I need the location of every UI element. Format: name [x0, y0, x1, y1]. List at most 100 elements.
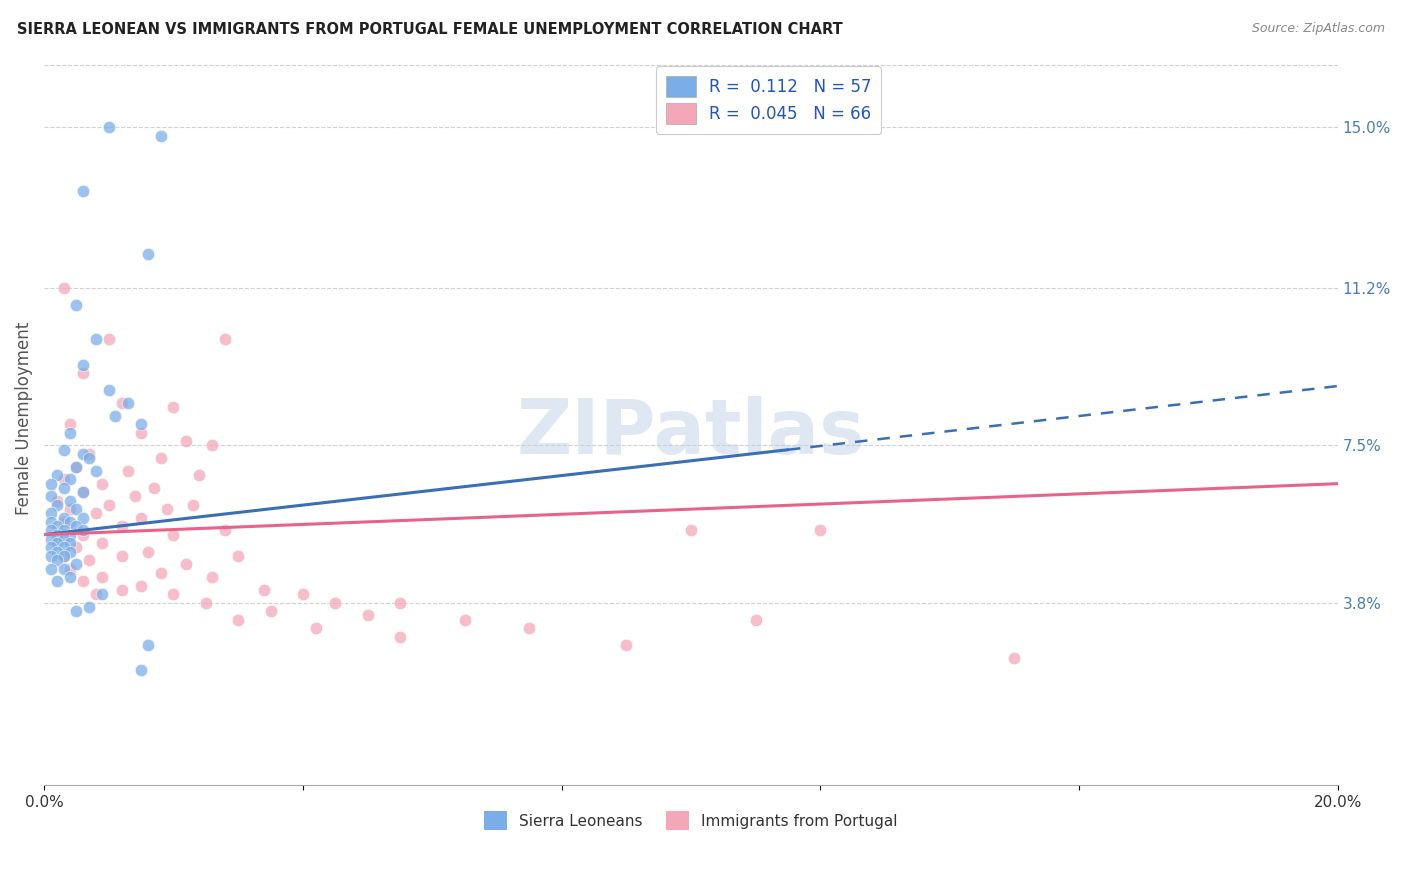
Point — [453, 613, 475, 627]
Point — [97, 120, 120, 134]
Point — [136, 247, 159, 261]
Point — [614, 638, 637, 652]
Point — [59, 417, 82, 432]
Point — [84, 507, 107, 521]
Point — [79, 451, 101, 466]
Point — [91, 536, 114, 550]
Point — [97, 384, 120, 398]
Point — [214, 524, 236, 538]
Point — [79, 553, 101, 567]
Point — [388, 630, 411, 644]
Point — [79, 447, 101, 461]
Point — [39, 490, 62, 504]
Point — [291, 587, 314, 601]
Point — [117, 464, 139, 478]
Point — [124, 490, 146, 504]
Legend: Sierra Leoneans, Immigrants from Portugal: Sierra Leoneans, Immigrants from Portuga… — [478, 805, 904, 836]
Point — [111, 549, 134, 563]
Text: Source: ZipAtlas.com: Source: ZipAtlas.com — [1251, 22, 1385, 36]
Point — [84, 587, 107, 601]
Point — [72, 524, 94, 538]
Point — [52, 515, 75, 529]
Point — [136, 638, 159, 652]
Point — [65, 298, 87, 312]
Point — [176, 434, 198, 449]
Y-axis label: Female Unemployment: Female Unemployment — [15, 321, 32, 515]
Point — [65, 459, 87, 474]
Point — [59, 527, 82, 541]
Point — [323, 596, 346, 610]
Point — [214, 332, 236, 346]
Point — [72, 358, 94, 372]
Point — [181, 498, 204, 512]
Point — [46, 553, 69, 567]
Point — [39, 507, 62, 521]
Point — [65, 459, 87, 474]
Point — [52, 472, 75, 486]
Point — [52, 532, 75, 546]
Point — [46, 468, 69, 483]
Point — [72, 527, 94, 541]
Point — [52, 549, 75, 563]
Point — [259, 604, 281, 618]
Point — [72, 485, 94, 500]
Point — [46, 527, 69, 541]
Point — [59, 472, 82, 486]
Point — [72, 367, 94, 381]
Point — [129, 664, 152, 678]
Point — [52, 524, 75, 538]
Point — [129, 578, 152, 592]
Point — [39, 476, 62, 491]
Point — [65, 604, 87, 618]
Point — [111, 519, 134, 533]
Point — [59, 425, 82, 440]
Point — [59, 570, 82, 584]
Point — [59, 561, 82, 575]
Point — [65, 541, 87, 555]
Point — [97, 498, 120, 512]
Point — [136, 544, 159, 558]
Point — [72, 184, 94, 198]
Point — [72, 574, 94, 589]
Point — [52, 481, 75, 495]
Point — [39, 524, 62, 538]
Point — [46, 574, 69, 589]
Point — [253, 582, 276, 597]
Point — [46, 536, 69, 550]
Point — [39, 549, 62, 563]
Point — [226, 549, 249, 563]
Point — [46, 498, 69, 512]
Text: SIERRA LEONEAN VS IMMIGRANTS FROM PORTUGAL FEMALE UNEMPLOYMENT CORRELATION CHART: SIERRA LEONEAN VS IMMIGRANTS FROM PORTUG… — [17, 22, 842, 37]
Point — [388, 596, 411, 610]
Point — [52, 549, 75, 563]
Point — [46, 544, 69, 558]
Point — [59, 544, 82, 558]
Point — [59, 502, 82, 516]
Point — [188, 468, 211, 483]
Point — [201, 438, 224, 452]
Point — [39, 541, 62, 555]
Point — [72, 510, 94, 524]
Point — [808, 524, 831, 538]
Point — [679, 524, 702, 538]
Point — [162, 401, 184, 415]
Point — [143, 481, 166, 495]
Point — [52, 442, 75, 457]
Point — [104, 409, 127, 423]
Point — [65, 502, 87, 516]
Point — [517, 621, 540, 635]
Point — [91, 570, 114, 584]
Point — [149, 451, 172, 466]
Point — [52, 510, 75, 524]
Point — [111, 582, 134, 597]
Point — [39, 561, 62, 575]
Point — [72, 447, 94, 461]
Point — [72, 485, 94, 500]
Point — [1002, 650, 1025, 665]
Point — [201, 570, 224, 584]
Point — [46, 519, 69, 533]
Point — [65, 519, 87, 533]
Point — [226, 613, 249, 627]
Point — [162, 527, 184, 541]
Point — [162, 587, 184, 601]
